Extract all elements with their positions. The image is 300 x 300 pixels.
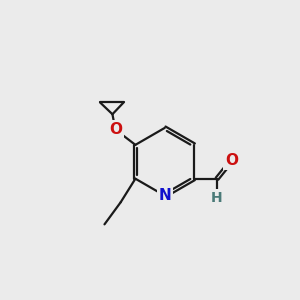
Text: N: N [158, 188, 171, 203]
Text: O: O [225, 153, 238, 168]
Text: O: O [109, 122, 122, 137]
Text: H: H [211, 191, 223, 205]
